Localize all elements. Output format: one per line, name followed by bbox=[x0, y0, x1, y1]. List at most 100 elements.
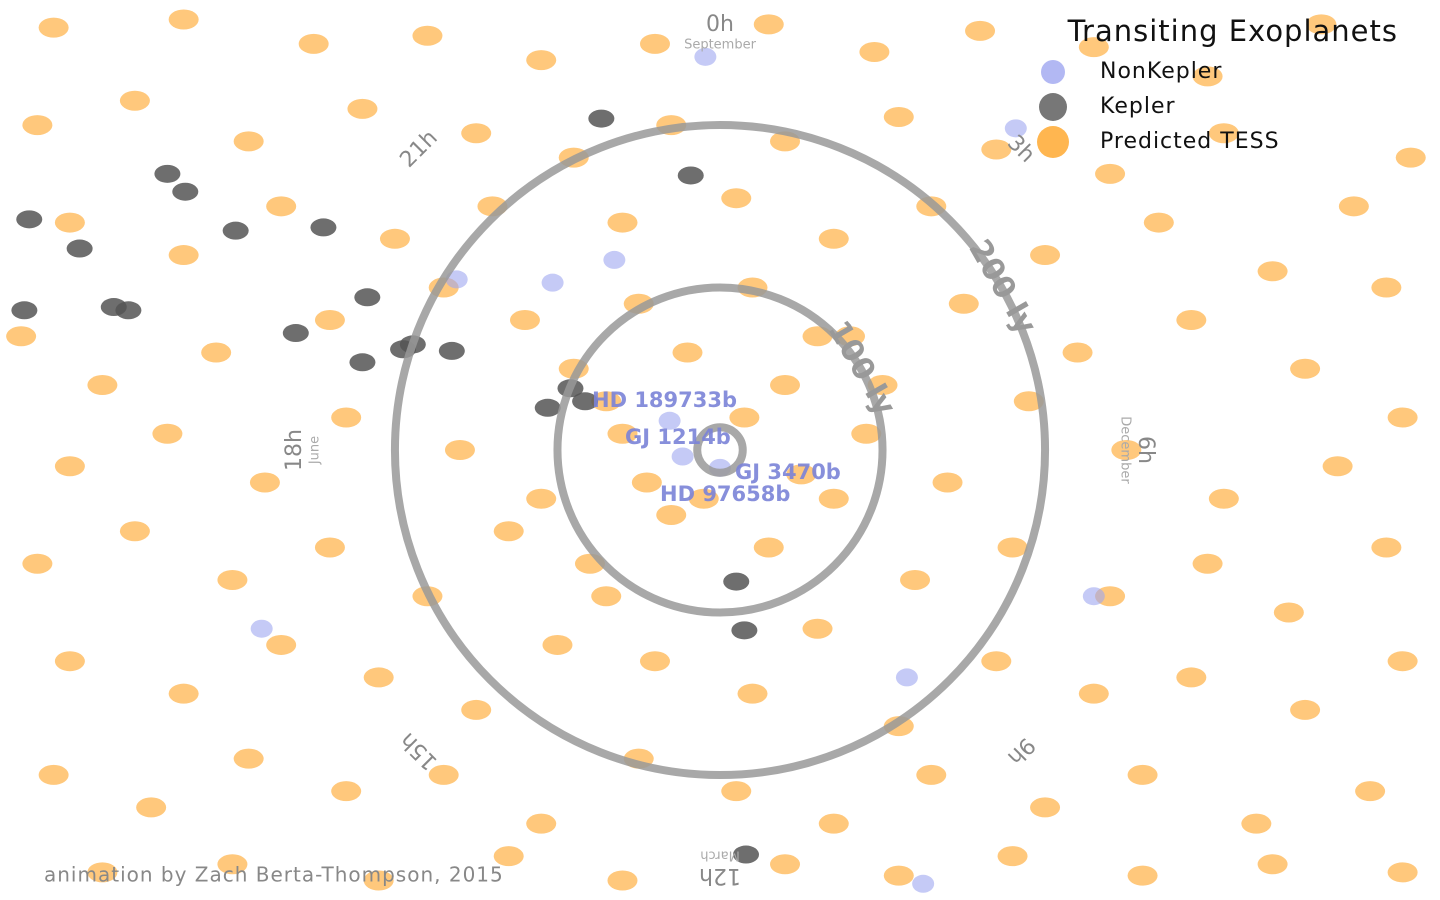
data-point bbox=[54, 651, 85, 672]
data-point bbox=[379, 228, 410, 249]
data-point bbox=[119, 90, 150, 111]
data-point bbox=[1371, 277, 1402, 298]
data-point bbox=[859, 41, 890, 62]
data-point bbox=[1030, 245, 1061, 266]
data-point bbox=[54, 456, 85, 477]
hour-label: 21h bbox=[395, 125, 442, 172]
data-point bbox=[38, 17, 69, 38]
legend-label: Kepler bbox=[1100, 94, 1176, 119]
data-point bbox=[1208, 488, 1239, 509]
data-point bbox=[1387, 651, 1418, 672]
data-point bbox=[526, 813, 557, 834]
data-point bbox=[1192, 66, 1223, 87]
legend-marker bbox=[1039, 93, 1067, 121]
points bbox=[6, 9, 1426, 893]
data-point bbox=[534, 398, 561, 417]
data-point bbox=[38, 764, 69, 785]
data-point bbox=[588, 109, 615, 128]
data-point bbox=[1013, 391, 1044, 412]
data-point bbox=[1290, 699, 1321, 720]
data-point bbox=[493, 521, 524, 542]
data-point bbox=[314, 537, 345, 558]
data-point bbox=[1371, 537, 1402, 558]
data-point bbox=[217, 854, 248, 875]
data-point bbox=[818, 228, 849, 249]
data-point bbox=[541, 273, 564, 292]
data-point bbox=[1208, 123, 1239, 144]
data-point bbox=[526, 50, 557, 71]
data-point bbox=[1082, 587, 1105, 606]
data-point bbox=[591, 586, 622, 607]
data-point bbox=[1127, 865, 1158, 886]
data-point bbox=[948, 293, 979, 314]
data-point bbox=[1257, 854, 1288, 875]
data-point bbox=[851, 423, 882, 444]
data-point bbox=[136, 797, 167, 818]
data-point bbox=[997, 537, 1028, 558]
data-point bbox=[786, 464, 817, 485]
hour-label: 3h bbox=[1002, 130, 1039, 167]
data-point bbox=[770, 854, 801, 875]
data-point bbox=[818, 488, 849, 509]
data-point bbox=[66, 239, 93, 258]
legend-marker bbox=[1037, 126, 1069, 158]
data-point bbox=[445, 270, 468, 289]
data-point bbox=[266, 196, 297, 217]
data-point bbox=[233, 748, 264, 769]
data-point bbox=[87, 862, 118, 883]
data-point bbox=[1322, 456, 1353, 477]
data-point bbox=[11, 301, 38, 320]
data-point bbox=[607, 423, 638, 444]
data-point bbox=[900, 569, 931, 590]
month-label: December bbox=[1118, 416, 1133, 484]
legend: NonKepler Kepler Predicted TESS bbox=[1037, 59, 1279, 158]
data-point bbox=[802, 618, 833, 639]
legend-label: NonKepler bbox=[1100, 59, 1222, 84]
hour-label: 12h bbox=[699, 863, 741, 888]
data-point bbox=[1387, 407, 1418, 428]
data-point bbox=[233, 131, 264, 152]
data-point bbox=[1355, 781, 1386, 802]
annotation: HD 97658b bbox=[660, 482, 790, 506]
data-point bbox=[591, 391, 622, 412]
data-point bbox=[168, 9, 199, 30]
annotation: HD 189733b bbox=[592, 388, 737, 412]
data-point bbox=[639, 651, 670, 672]
data-point bbox=[217, 569, 248, 590]
hour-label: 6h bbox=[1133, 436, 1158, 464]
data-point bbox=[639, 33, 670, 54]
data-point bbox=[250, 619, 273, 638]
distance-ring bbox=[693, 423, 747, 477]
data-point bbox=[249, 472, 280, 493]
data-point bbox=[883, 865, 914, 886]
data-point bbox=[912, 874, 935, 893]
data-point bbox=[731, 621, 758, 640]
data-point bbox=[461, 123, 492, 144]
data-point bbox=[1078, 37, 1109, 58]
data-point bbox=[331, 781, 362, 802]
data-point bbox=[363, 870, 394, 891]
data-point bbox=[981, 139, 1012, 160]
data-point bbox=[1176, 667, 1207, 688]
data-point bbox=[168, 245, 199, 266]
data-point bbox=[509, 310, 540, 331]
data-point bbox=[154, 164, 181, 183]
data-point bbox=[572, 392, 599, 411]
month-label: March bbox=[700, 848, 740, 863]
data-point bbox=[1306, 14, 1337, 35]
data-point bbox=[201, 342, 232, 363]
data-point bbox=[818, 813, 849, 834]
data-point bbox=[671, 447, 694, 466]
data-point bbox=[1257, 261, 1288, 282]
data-point bbox=[965, 20, 996, 41]
data-point bbox=[1273, 602, 1304, 623]
data-point bbox=[895, 668, 918, 687]
data-point bbox=[1030, 797, 1061, 818]
credit: animation by Zach Berta-Thompson, 2015 bbox=[44, 863, 504, 887]
data-point bbox=[22, 553, 53, 574]
data-point bbox=[349, 353, 376, 372]
data-point bbox=[721, 781, 752, 802]
data-point bbox=[1387, 862, 1418, 883]
data-point bbox=[658, 411, 681, 430]
